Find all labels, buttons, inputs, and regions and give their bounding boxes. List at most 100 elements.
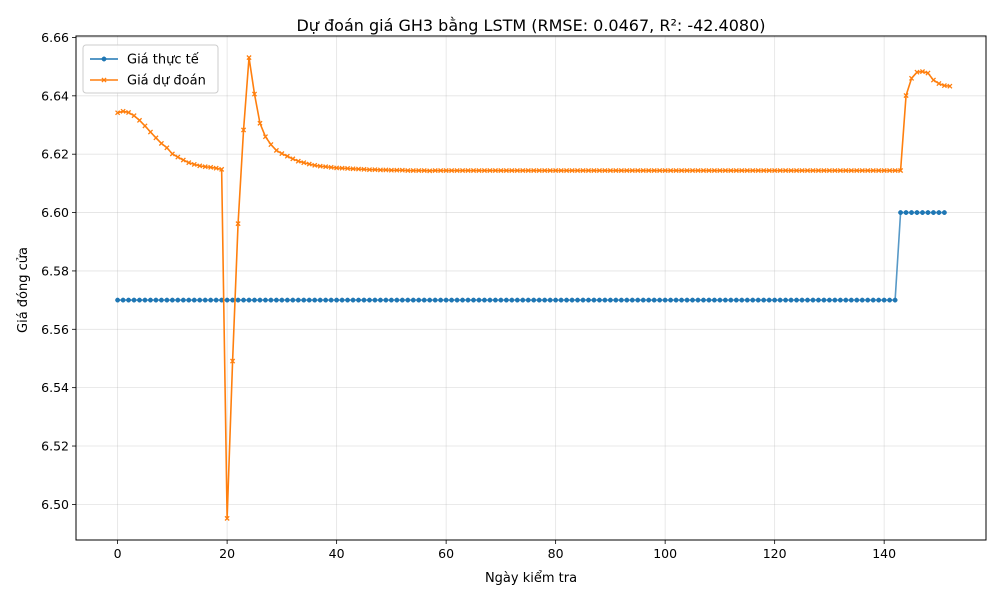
data-point [848,167,854,174]
chart-title: Dự đoán giá GH3 bằng LSTM (RMSE: 0.0467,… [296,16,765,35]
data-point [788,167,794,174]
data-point [679,167,685,174]
plot-frame [75,35,987,541]
data-point [158,140,164,146]
data-point [596,167,603,174]
data-point [909,210,914,216]
data-point [503,167,509,174]
y-axis-title: Giá đóng cửa [16,247,31,333]
data-point [925,210,931,216]
legend-items: Giá thực tế Giá dự đoán [90,53,206,89]
data-point [547,167,553,174]
data-point [136,117,143,123]
y-tick-label: 6.52 [41,439,69,454]
x-tick-label: 0 [114,546,122,561]
data-point [454,167,460,174]
data-point [169,151,175,157]
data-point [410,297,416,303]
data-point [142,297,148,303]
data-point [629,297,635,303]
series-line [117,211,945,301]
data-point [197,297,203,303]
data-point [848,297,854,303]
data-point [487,167,493,174]
data-point [914,69,920,75]
data-point [892,297,898,303]
data-point [476,167,482,174]
series-predicted [115,55,953,521]
data-point [366,167,373,173]
data-point [148,297,153,303]
data-point [268,142,274,148]
data-point [481,167,488,174]
data-point [471,297,476,303]
data-point [684,297,690,303]
data-point [191,297,197,303]
data-point [213,297,219,303]
data-point [492,167,498,174]
data-point [213,165,219,171]
x-tick-label: 80 [548,546,564,561]
x-axis-title: Ngày kiểm tra [485,571,577,586]
data-point [525,297,531,303]
data-point [257,297,263,303]
data-point [284,297,290,303]
grid [76,36,986,540]
data-point [706,297,712,303]
data-point [580,297,586,303]
data-point [465,297,471,303]
data-point [722,297,728,303]
data-point [591,167,597,174]
data-point [651,297,657,303]
data-point [328,297,334,303]
data-point [772,167,778,174]
data-point [804,167,811,174]
data-point [503,297,509,303]
data-point [295,158,301,164]
data-point [668,297,674,303]
data-point [766,167,772,174]
data-point [783,167,789,174]
data-point [728,167,734,174]
data-point [903,92,909,99]
data-point [432,297,438,303]
data-point [575,297,580,303]
data-point [531,167,537,174]
data-point [717,167,723,174]
data-point [640,297,646,303]
data-point [509,297,515,303]
data-point [908,75,915,81]
data-point [487,297,493,303]
data-point [898,210,904,216]
data-point [810,167,816,174]
data-point [624,167,630,174]
data-point [602,167,608,174]
data-point [936,210,942,216]
data-point [454,297,460,303]
legend-item: Giá thực tế [90,53,199,68]
data-point [558,297,564,303]
data-point [930,210,936,216]
data-point [262,134,269,140]
data-point [613,167,619,174]
data-point [564,167,570,174]
data-point [345,165,351,172]
data-point [224,515,230,521]
data-point [613,297,619,303]
data-point [772,297,778,303]
data-point [930,77,936,83]
y-tick-label: 6.60 [41,205,69,220]
data-point [356,297,361,303]
data-point [290,297,296,303]
data-point [257,120,263,126]
data-point [202,297,208,303]
data-point [690,297,695,303]
data-point [482,297,487,303]
data-point [799,297,805,303]
data-point [295,297,301,303]
data-point [657,167,663,174]
data-point [191,161,197,167]
data-point [887,297,893,303]
data-point [854,167,860,174]
